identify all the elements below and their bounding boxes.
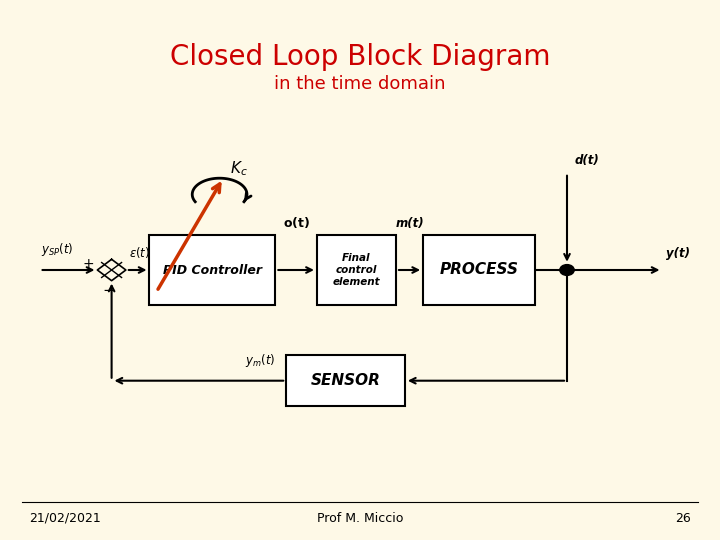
Text: +: + xyxy=(82,256,94,271)
Text: m(t): m(t) xyxy=(395,217,424,230)
Text: in the time domain: in the time domain xyxy=(274,75,446,93)
Text: Closed Loop Block Diagram: Closed Loop Block Diagram xyxy=(170,43,550,71)
Text: $\mathbf{o(t)}$: $\mathbf{o(t)}$ xyxy=(282,214,310,230)
Text: $\varepsilon(t)$: $\varepsilon(t)$ xyxy=(130,245,150,260)
Text: $y_m(t)$: $y_m(t)$ xyxy=(245,352,275,369)
Text: Final
control
element: Final control element xyxy=(333,253,380,287)
Text: −: − xyxy=(102,284,115,299)
FancyBboxPatch shape xyxy=(423,235,534,305)
Text: $y_{SP}(t)$: $y_{SP}(t)$ xyxy=(41,241,73,258)
Text: 21/02/2021: 21/02/2021 xyxy=(29,512,101,525)
Text: SENSOR: SENSOR xyxy=(310,373,381,388)
Text: $K_c$: $K_c$ xyxy=(230,159,248,178)
Text: 26: 26 xyxy=(675,512,691,525)
Text: d(t): d(t) xyxy=(575,154,599,167)
Text: PID Controller: PID Controller xyxy=(163,264,262,276)
FancyBboxPatch shape xyxy=(287,355,405,406)
Text: Prof M. Miccio: Prof M. Miccio xyxy=(317,512,403,525)
FancyBboxPatch shape xyxy=(317,235,396,305)
Circle shape xyxy=(560,265,575,275)
FancyBboxPatch shape xyxy=(150,235,275,305)
Text: y(t): y(t) xyxy=(666,247,690,260)
Text: PROCESS: PROCESS xyxy=(439,262,518,278)
